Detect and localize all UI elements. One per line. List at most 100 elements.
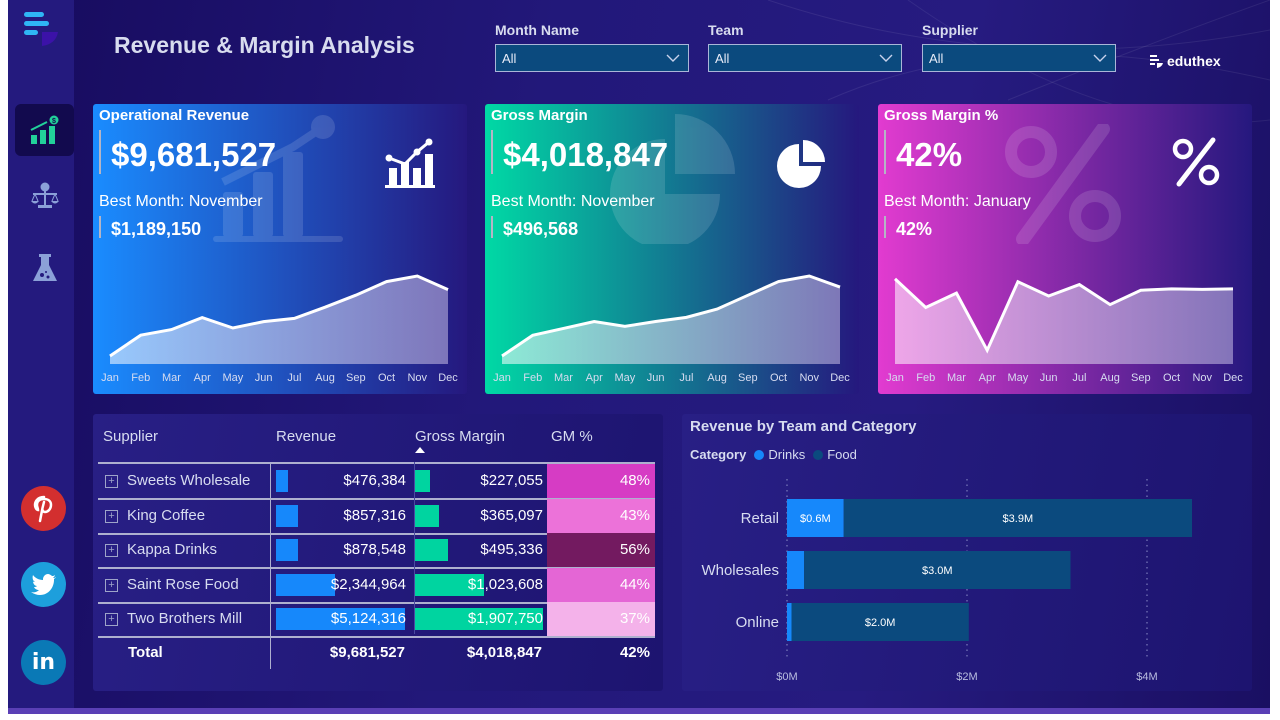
trend-point[interactable]	[411, 270, 423, 282]
trend-point[interactable]	[1166, 283, 1178, 295]
kpi-best-month: Best Month: November	[491, 193, 655, 210]
column-header-revenue[interactable]: Revenue	[276, 428, 337, 445]
bar-drinks-retail[interactable]	[787, 499, 844, 537]
trend-point[interactable]	[920, 301, 932, 313]
trend-point[interactable]	[557, 322, 569, 334]
trend-point[interactable]	[442, 284, 454, 296]
trend-point[interactable]	[196, 312, 208, 324]
filter-supplier: Supplier All	[922, 22, 1116, 72]
nav-lab[interactable]	[15, 242, 74, 294]
trend-point[interactable]	[381, 276, 393, 288]
trend-point[interactable]	[950, 287, 962, 299]
trend-point[interactable]	[981, 344, 993, 356]
trend-point[interactable]	[1196, 283, 1208, 295]
kpi-value: $4,018,847	[503, 136, 669, 173]
bottom-bar	[8, 708, 1270, 714]
total-gm-percent: 42%	[619, 644, 650, 661]
kpi-accent-bar	[99, 216, 101, 238]
month-tick-label: Jul	[1072, 372, 1086, 384]
column-header-supplier[interactable]: Supplier	[103, 428, 159, 445]
legend-dot-drinks	[754, 449, 765, 460]
legend-item-drinks[interactable]: Drinks	[768, 447, 806, 462]
nav-revenue[interactable]: $	[15, 104, 74, 156]
percent-watermark-icon	[1005, 124, 1121, 244]
category-label: Retail	[741, 510, 779, 527]
chevron-down-icon	[666, 54, 680, 62]
trend-point[interactable]	[319, 301, 331, 313]
trend-point[interactable]	[1227, 283, 1239, 295]
nav-balance[interactable]	[15, 170, 74, 222]
trend-point[interactable]	[1073, 279, 1085, 291]
table-row[interactable]: + Sweets Wholesale $476,384 $227,055 48%	[98, 464, 655, 498]
filter-label: Month Name	[495, 22, 579, 38]
trend-point[interactable]	[527, 329, 539, 341]
trend-point[interactable]	[1012, 276, 1024, 288]
pie-chart-watermark-icon	[610, 114, 735, 244]
linkedin-link[interactable]: in	[21, 640, 66, 685]
table-row[interactable]: + Saint Rose Food $2,344,964 $1,023,608 …	[98, 567, 655, 602]
revenue-databar	[276, 573, 336, 596]
expand-row-icon[interactable]: +	[105, 544, 118, 558]
table-row[interactable]: + Two Brothers Mill $5,124,316 $1,907,75…	[98, 602, 655, 637]
trend-point[interactable]	[1104, 299, 1116, 311]
trend-point[interactable]	[104, 350, 116, 362]
trend-point[interactable]	[889, 273, 901, 285]
app-logo-icon[interactable]	[24, 10, 64, 50]
kpi-best-value: $496,568	[503, 219, 579, 239]
kpi-accent-bar	[884, 130, 886, 174]
trend-point[interactable]	[619, 320, 631, 332]
trend-point[interactable]	[834, 281, 846, 293]
supplier-dropdown[interactable]: All	[922, 44, 1116, 72]
table-row[interactable]: + King Coffee $857,316 $365,097 43%	[98, 498, 655, 533]
bar-data-label: $3.0M	[922, 565, 953, 577]
trend-point[interactable]	[496, 350, 508, 362]
team-dropdown[interactable]: All	[708, 44, 902, 72]
trend-point[interactable]	[742, 289, 754, 301]
trend-point[interactable]	[711, 303, 723, 315]
month-tick-label: Apr	[586, 372, 603, 384]
total-gross-margin: $4,018,847	[466, 644, 542, 661]
trend-point[interactable]	[288, 312, 300, 324]
trend-point[interactable]	[588, 316, 600, 328]
legend-item-food[interactable]: Food	[827, 447, 857, 462]
bar-data-label: $3.9M	[1003, 513, 1034, 525]
revenue-value: $878,548	[343, 541, 406, 559]
bar-data-label: $2.0M	[865, 617, 896, 629]
expand-row-icon[interactable]: +	[105, 475, 118, 488]
trend-point[interactable]	[803, 270, 815, 282]
bar-food-online[interactable]	[791, 603, 969, 641]
trend-point[interactable]	[258, 316, 270, 328]
revenue-databar	[276, 608, 405, 631]
supplier-name: King Coffee	[127, 506, 206, 524]
trend-point[interactable]	[773, 276, 785, 288]
trend-point[interactable]	[135, 329, 147, 341]
bar-food-retail[interactable]	[843, 499, 1192, 537]
sidebar: $	[8, 0, 74, 712]
bar-drinks-wholesales[interactable]	[787, 551, 805, 589]
bar-drinks-online[interactable]	[787, 603, 792, 641]
trend-point[interactable]	[650, 316, 662, 328]
chevron-down-icon	[879, 54, 893, 62]
bar-food-wholesales[interactable]	[804, 551, 1071, 589]
trend-point[interactable]	[165, 324, 177, 336]
trend-point[interactable]	[350, 289, 362, 301]
month-name-dropdown[interactable]: All	[495, 44, 689, 72]
trend-point[interactable]	[680, 311, 692, 323]
expand-row-icon[interactable]: +	[105, 613, 118, 627]
expand-row-icon[interactable]: +	[105, 509, 118, 523]
kpi-accent-bar	[99, 130, 101, 174]
trend-point[interactable]	[227, 322, 239, 334]
gross-margin-value: $227,055	[480, 472, 543, 489]
trend-point[interactable]	[1135, 284, 1147, 296]
dashboard-frame: $	[8, 0, 1270, 712]
table-row[interactable]: + Kappa Drinks $878,548 $495,336 56%	[98, 533, 655, 568]
column-header-gross-margin[interactable]: Gross Margin	[415, 428, 506, 445]
pinterest-link[interactable]	[21, 486, 66, 531]
month-tick-label: Mar	[162, 372, 181, 384]
gross-margin-value: $1,023,608	[467, 575, 543, 593]
column-header-gm-percent[interactable]: GM %	[551, 428, 593, 445]
trend-point[interactable]	[1043, 290, 1055, 302]
twitter-link[interactable]	[21, 562, 66, 607]
sort-ascending-icon	[415, 447, 425, 453]
expand-row-icon[interactable]: +	[105, 578, 118, 592]
